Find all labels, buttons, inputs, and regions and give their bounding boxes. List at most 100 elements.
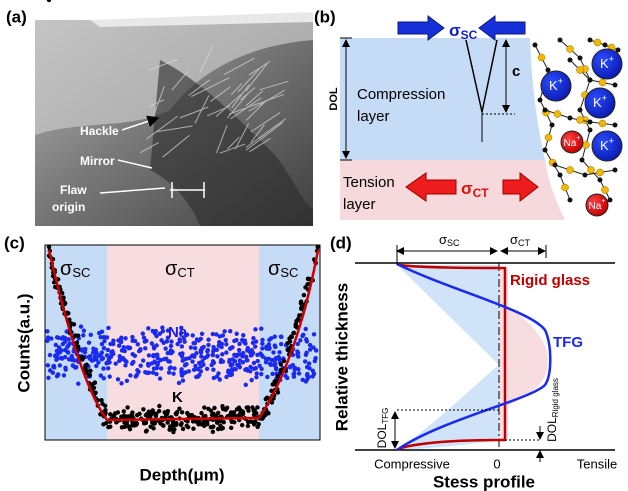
na-point bbox=[141, 331, 145, 335]
k-point bbox=[125, 405, 129, 409]
oxygen bbox=[554, 111, 561, 118]
k-point bbox=[88, 369, 92, 373]
silicon bbox=[568, 198, 573, 203]
k-point bbox=[47, 0, 51, 2]
silicon bbox=[603, 43, 608, 48]
series-label: Rigid glass bbox=[510, 272, 590, 289]
silicon bbox=[613, 123, 618, 128]
na-point bbox=[45, 329, 49, 333]
na-point bbox=[215, 354, 219, 358]
silicon bbox=[543, 108, 548, 113]
na-point bbox=[160, 325, 164, 329]
region-label: Tension bbox=[343, 174, 395, 191]
k-point bbox=[253, 419, 257, 423]
k-point bbox=[148, 424, 152, 428]
na-point bbox=[108, 374, 112, 378]
na-point bbox=[230, 372, 234, 376]
k-point bbox=[216, 411, 220, 415]
na-point bbox=[189, 345, 193, 349]
na-point bbox=[66, 337, 70, 341]
figure: (a) Hackle Mirror Flaw origin (b) σSC c … bbox=[0, 0, 628, 491]
sigma-label: σSC bbox=[439, 232, 460, 248]
na-point bbox=[181, 378, 185, 382]
na-point bbox=[54, 358, 58, 362]
na-point bbox=[143, 339, 147, 343]
symbol: K bbox=[600, 138, 609, 153]
na-point bbox=[233, 353, 237, 357]
na-point bbox=[260, 338, 264, 342]
silicon bbox=[613, 83, 618, 88]
na-point bbox=[205, 367, 209, 371]
k-point bbox=[252, 412, 256, 416]
na-point bbox=[98, 353, 102, 357]
symbol: σ bbox=[439, 232, 447, 247]
k-point bbox=[212, 406, 216, 410]
na-point bbox=[63, 366, 67, 370]
silicon bbox=[558, 38, 563, 43]
na-point bbox=[106, 366, 110, 370]
compressive-fill bbox=[397, 265, 499, 450]
na-point bbox=[253, 327, 257, 331]
k-point bbox=[299, 301, 303, 305]
na-point bbox=[277, 350, 281, 354]
na-point bbox=[251, 336, 255, 340]
na-point bbox=[147, 353, 151, 357]
oxygen bbox=[594, 39, 601, 46]
na-point bbox=[45, 339, 49, 343]
na-point bbox=[106, 361, 110, 365]
na-point bbox=[52, 365, 56, 369]
na-point bbox=[260, 346, 264, 350]
na-point bbox=[141, 358, 145, 362]
panel-label: (d) bbox=[330, 233, 352, 252]
na-point bbox=[116, 377, 120, 381]
k-point bbox=[209, 425, 213, 429]
main: DOL bbox=[375, 423, 389, 448]
subscript: SC bbox=[461, 28, 478, 42]
silicon bbox=[608, 198, 613, 203]
na-point bbox=[269, 363, 273, 367]
na-point bbox=[194, 351, 198, 355]
k-point bbox=[157, 404, 161, 408]
k-point bbox=[279, 362, 283, 366]
oxygen bbox=[577, 67, 584, 74]
na-point bbox=[123, 363, 127, 367]
silicon bbox=[613, 168, 618, 173]
na-point bbox=[168, 366, 172, 370]
y-axis-label: Counts(a.u.) bbox=[14, 293, 33, 392]
na-point bbox=[313, 359, 317, 363]
na-point bbox=[156, 356, 160, 360]
na-point bbox=[252, 361, 256, 365]
na-point bbox=[249, 378, 253, 382]
k-point bbox=[216, 427, 220, 431]
na-point bbox=[249, 353, 253, 357]
subscript: Rigid glass bbox=[551, 378, 560, 417]
na-point bbox=[94, 364, 98, 368]
k-point bbox=[144, 429, 148, 433]
x-axis-label: Stess profile bbox=[433, 472, 535, 491]
na-point bbox=[133, 339, 137, 343]
na-point bbox=[128, 373, 132, 377]
na-point bbox=[67, 357, 71, 361]
symbol: Na bbox=[589, 201, 602, 212]
silicon bbox=[546, 68, 551, 73]
na-point bbox=[60, 336, 64, 340]
na-point bbox=[154, 334, 158, 338]
silicon bbox=[578, 56, 583, 61]
na-point bbox=[167, 370, 171, 374]
na-point bbox=[273, 362, 277, 366]
na-point bbox=[164, 357, 168, 361]
k-point bbox=[276, 374, 280, 378]
na-point bbox=[48, 368, 52, 372]
na-point bbox=[211, 359, 215, 363]
na-point bbox=[184, 357, 188, 361]
symbol: σ bbox=[510, 232, 518, 247]
na-point bbox=[49, 336, 53, 340]
subscript: SC bbox=[447, 238, 460, 248]
na-point bbox=[271, 350, 275, 354]
k-point bbox=[246, 405, 250, 409]
na-point bbox=[143, 346, 147, 350]
na-point bbox=[304, 351, 308, 355]
panel-label: (c) bbox=[4, 233, 25, 252]
k-point bbox=[199, 411, 203, 415]
na-point bbox=[81, 333, 85, 337]
